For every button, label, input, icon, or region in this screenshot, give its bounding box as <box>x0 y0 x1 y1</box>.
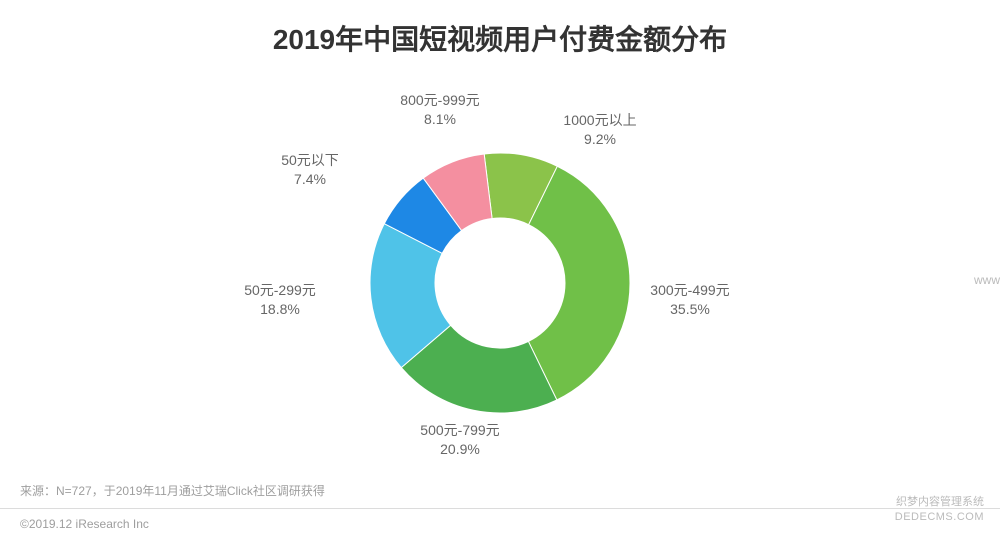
donut-svg <box>368 151 632 415</box>
source-note: 来源：N=727，于2019年11月通过艾瑞Click社区调研获得 <box>20 482 325 499</box>
donut-chart <box>0 90 1000 475</box>
slice-label-name: 800元-999元 <box>400 92 479 108</box>
slice-label-name: 50元-299元 <box>244 282 316 298</box>
chart-title: 2019年中国短视频用户付费金额分布 <box>0 18 1000 58</box>
slice-label-pct: 7.4% <box>294 171 326 187</box>
slice-label: 50元-299元 18.8% <box>244 281 316 319</box>
slice-label-pct: 8.1% <box>424 111 456 127</box>
slice-label-pct: 35.5% <box>670 301 710 317</box>
slice-label-name: 1000元以上 <box>563 112 636 128</box>
slice-label: 1000元以上 9.2% <box>563 111 636 149</box>
slice-label-pct: 9.2% <box>584 131 616 147</box>
slice-label-pct: 20.9% <box>440 441 480 457</box>
slice-label-pct: 18.8% <box>260 301 300 317</box>
slice-label: 800元-999元 8.1% <box>400 91 479 129</box>
slice-label: 500元-799元 20.9% <box>420 421 499 459</box>
slice-label-name: 500元-799元 <box>420 422 499 438</box>
slice-label: 300元-499元 35.5% <box>650 281 729 319</box>
slice-label: 50元以下 7.4% <box>281 151 339 189</box>
divider <box>0 508 1000 509</box>
copyright: ©2019.12 iResearch Inc <box>20 517 149 531</box>
slice-label-name: 50元以下 <box>281 152 339 168</box>
donut-slice <box>528 166 630 400</box>
watermark-line2: DEDECMS.COM <box>895 511 984 523</box>
slice-label-name: 300元-499元 <box>650 282 729 298</box>
watermark-line1: 织梦内容管理系统 <box>896 493 984 509</box>
right-edge-text: www <box>974 273 1000 287</box>
